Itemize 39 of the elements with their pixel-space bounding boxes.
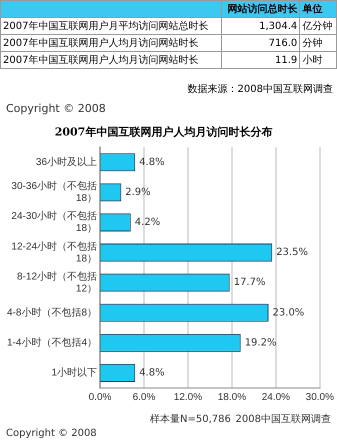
data-label: 4.2% — [134, 217, 160, 228]
chart-title: 2007年中国互联网用户人均月访问时长分布 — [54, 125, 272, 138]
y-tick-label: 24-30小时（不包括18） — [11, 210, 98, 234]
data-label: 19.2% — [244, 337, 276, 348]
y-tick-label: 8-12小时（不包括12） — [17, 270, 98, 294]
data-label: 17.7% — [234, 277, 266, 288]
text: 样本量N=50,786 — [150, 412, 231, 426]
text: 2007年中国互联网用户月平均访问网站总时长 — [0, 18, 222, 34]
data-label: 23.5% — [276, 247, 308, 258]
y-tick-label: 1小时以下 — [51, 366, 98, 379]
text: 单位 — [300, 0, 336, 18]
y-tick-label: 4-8小时（不包括8） — [7, 306, 98, 318]
text: 2007年中国互联网用户人均月访问网站时长 — [0, 34, 222, 52]
x-tick-label: 12.0% — [174, 392, 202, 403]
x-tick-label: 24.0% — [262, 392, 290, 403]
y-tick-label: 12-24小时（不包括18） — [11, 240, 98, 264]
source-note: 数据来源：2008中国互联网调查 — [188, 82, 333, 96]
y-tick-label: 30-36小时（不包括18） — [11, 180, 98, 204]
text: 1,304.4 — [221, 18, 300, 34]
x-tick-label: 6.0% — [132, 392, 156, 403]
data-label: 2.9% — [125, 186, 151, 198]
text: 716.0 — [221, 34, 300, 52]
x-tick-label: 18.0% — [218, 392, 246, 403]
text: 2007年中国互联网用户人均月访问网站时长 — [0, 52, 222, 68]
text: Copyright © 2008 — [6, 428, 97, 439]
y-tick-label: 36小时及以上 — [36, 156, 98, 168]
x-tick-label: 30.0% — [306, 392, 334, 403]
data-label: 23.0% — [272, 307, 304, 318]
text: Copyright © 2008 — [6, 102, 106, 115]
text: 2008中国互联网调查 — [236, 412, 331, 426]
text: 网站访问总时长 — [221, 0, 300, 18]
x-tick-label: 0.0% — [88, 392, 112, 403]
text: 亿分钟 — [300, 18, 336, 34]
text: 分钟 — [300, 34, 336, 52]
y-tick-label: 1-4小时（不包括4） — [7, 336, 98, 349]
text: 小时 — [300, 52, 336, 68]
text: 11.9 — [221, 52, 300, 68]
data-label: 4.8% — [139, 368, 165, 379]
data-label: 4.8% — [139, 156, 165, 168]
